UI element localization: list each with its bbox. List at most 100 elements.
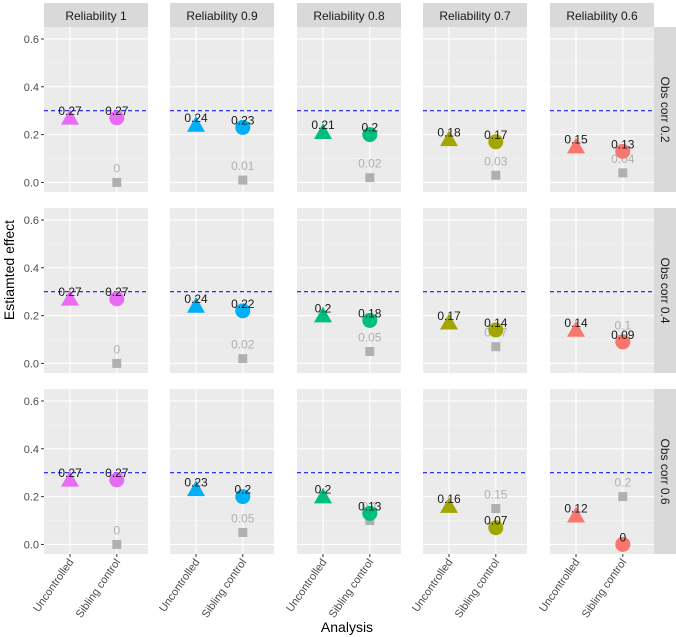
uncontrolled-data-label: 0.15 bbox=[564, 133, 588, 147]
x-tick-label: Sibling control bbox=[580, 557, 629, 620]
column-strip bbox=[550, 3, 654, 27]
gray-square-point bbox=[491, 342, 501, 352]
sibling-circle-point bbox=[235, 303, 251, 319]
y-tick-label: 0.0 bbox=[24, 539, 39, 551]
uncontrolled-data-label: 0.23 bbox=[184, 475, 208, 489]
column-strip bbox=[297, 3, 401, 27]
x-tick-label: Uncontrolled bbox=[410, 557, 455, 614]
y-tick-label: 0.4 bbox=[24, 263, 39, 275]
column-strip-label: Reliability 0.6 bbox=[566, 9, 638, 23]
facet-strips: Reliability 1 Reliability 0.9 Reliability … bbox=[44, 3, 676, 554]
gray-square-point bbox=[112, 539, 122, 549]
sibling-circle-point bbox=[488, 134, 504, 150]
uncontrolled-data-label: 0.17 bbox=[437, 309, 461, 323]
x-tick-label: Uncontrolled bbox=[157, 557, 202, 614]
sibling-circle-point bbox=[615, 536, 631, 552]
gray-square-point bbox=[238, 354, 248, 364]
uncontrolled-triangle-point bbox=[314, 487, 332, 504]
panel-background bbox=[550, 208, 654, 373]
sibling-circle-point bbox=[488, 322, 504, 338]
panel-background bbox=[170, 389, 274, 554]
row-strip bbox=[654, 208, 676, 373]
sibling-data-label: 0.13 bbox=[611, 137, 635, 151]
uncontrolled-triangle-point bbox=[61, 108, 79, 125]
uncontrolled-triangle-point bbox=[314, 306, 332, 323]
sibling-circle-point bbox=[235, 489, 251, 505]
gray-square-point bbox=[238, 175, 248, 185]
gray-square-point bbox=[618, 492, 628, 502]
panel-background bbox=[170, 208, 274, 373]
sibling-circle-point bbox=[362, 127, 378, 143]
x-tick-label: Sibling control bbox=[453, 557, 502, 620]
sibling-circle-point bbox=[109, 472, 125, 488]
panel-background bbox=[297, 208, 401, 373]
panel-background bbox=[423, 27, 527, 192]
x-tick-label: Uncontrolled bbox=[284, 557, 329, 614]
uncontrolled-data-label: 0.27 bbox=[58, 466, 82, 480]
uncontrolled-data-label: 0.27 bbox=[58, 285, 82, 299]
gray-square-point bbox=[491, 170, 501, 180]
sibling-circle-point bbox=[235, 119, 251, 135]
sibling-data-label: 0.22 bbox=[231, 297, 255, 311]
y-tick-label: 0.0 bbox=[24, 358, 39, 370]
row-strip-label: Obs corr 0.4 bbox=[658, 257, 672, 323]
facet-panels bbox=[44, 27, 654, 554]
sibling-circle-point bbox=[362, 505, 378, 521]
gray-square-point bbox=[112, 177, 122, 187]
uncontrolled-data-label: 0.21 bbox=[311, 118, 335, 132]
gray-data-label: 0 bbox=[113, 161, 120, 175]
uncontrolled-triangle-point bbox=[187, 480, 205, 497]
y-tick-label: 0.6 bbox=[24, 396, 39, 408]
gray-data-label: 0.01 bbox=[231, 159, 255, 173]
panel-background bbox=[550, 389, 654, 554]
x-tick-label: Sibling control bbox=[327, 557, 376, 620]
sibling-data-label: 0.17 bbox=[484, 128, 508, 142]
panel-background bbox=[44, 27, 148, 192]
sibling-data-label: 0.14 bbox=[484, 316, 508, 330]
sibling-circle-point bbox=[109, 110, 125, 126]
panel-background bbox=[44, 208, 148, 373]
uncontrolled-data-label: 0.2 bbox=[315, 302, 332, 316]
gray-data-label: 0.1 bbox=[614, 319, 631, 333]
x-axis-title: Analysis bbox=[321, 619, 373, 635]
sibling-data-label: 0.18 bbox=[358, 306, 382, 320]
row-strip bbox=[654, 27, 676, 192]
uncontrolled-data-label: 0.16 bbox=[437, 492, 461, 506]
row-strip-label: Obs corr 0.6 bbox=[658, 438, 672, 504]
sibling-data-label: 0.27 bbox=[105, 285, 129, 299]
uncontrolled-triangle-point bbox=[314, 123, 332, 139]
uncontrolled-data-label: 0.18 bbox=[437, 125, 461, 139]
sibling-data-label: 0.09 bbox=[611, 328, 635, 342]
gray-data-label: 0.02 bbox=[231, 338, 255, 352]
panel-background bbox=[550, 27, 654, 192]
gray-square-point bbox=[491, 504, 501, 514]
y-tick-label: 0.2 bbox=[24, 492, 39, 504]
gray-square-point bbox=[112, 358, 122, 368]
gray-data-label: 0 bbox=[113, 523, 120, 537]
gray-data-label: 0.02 bbox=[358, 157, 382, 171]
y-tick-label: 0.6 bbox=[24, 215, 39, 227]
uncontrolled-triangle-point bbox=[187, 116, 205, 132]
x-tick-label: Uncontrolled bbox=[31, 557, 76, 614]
x-tick-label: Sibling control bbox=[74, 557, 123, 620]
gray-data-label: 0.03 bbox=[484, 154, 508, 168]
x-tick-label: Sibling control bbox=[200, 557, 249, 620]
gray-square-point bbox=[618, 168, 628, 178]
column-strip-label: Reliability 1 bbox=[65, 9, 127, 23]
column-strip bbox=[44, 3, 148, 27]
uncontrolled-triangle-point bbox=[440, 313, 458, 330]
panel-background bbox=[44, 389, 148, 554]
gray-square-point bbox=[365, 173, 375, 183]
y-tick-label: 0.4 bbox=[24, 444, 39, 456]
sibling-circle-point bbox=[615, 334, 631, 350]
uncontrolled-data-label: 0.27 bbox=[58, 104, 82, 118]
sibling-circle-point bbox=[615, 143, 631, 159]
uncontrolled-triangle-point bbox=[61, 470, 79, 487]
sibling-data-label: 0.2 bbox=[234, 483, 251, 497]
sibling-data-label: 0.27 bbox=[105, 104, 129, 118]
uncontrolled-data-label: 0.14 bbox=[564, 316, 588, 330]
uncontrolled-triangle-point bbox=[440, 130, 458, 147]
y-tick-label: 0.6 bbox=[24, 34, 39, 46]
row-strip-label: Obs corr 0.2 bbox=[658, 76, 672, 142]
